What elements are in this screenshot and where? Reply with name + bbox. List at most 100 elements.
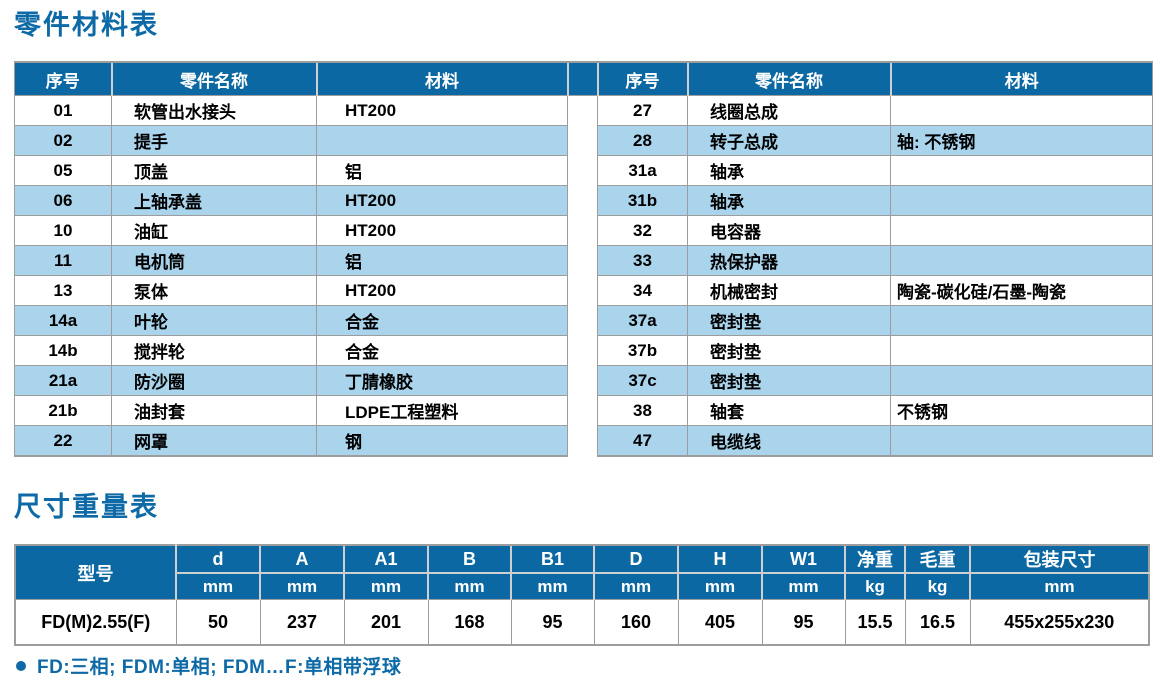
dims-column-unit: kg <box>904 572 971 600</box>
part-material-cell: 钢 <box>316 425 568 457</box>
dims-value-cell: 455x255x230 <box>969 599 1150 646</box>
part-material-cell: HT200 <box>316 215 568 246</box>
bullet-icon <box>16 660 26 671</box>
part-material-cell <box>890 245 1153 276</box>
part-no-cell: 02 <box>14 125 112 156</box>
col-header-material-right: 材料 <box>889 61 1153 96</box>
dims-column-label: 毛重 <box>904 544 971 574</box>
dims-header-units-row: mm mm mm mm mm mm mm mm kg kg mm <box>15 572 1150 600</box>
part-material-cell: 铝 <box>316 155 568 186</box>
part-name-cell: 电机筒 <box>111 245 317 276</box>
col-header-name-right: 零件名称 <box>686 61 891 96</box>
table-gap-cell <box>567 125 598 156</box>
dims-column-unit: mm <box>259 572 345 600</box>
dims-column-label: 净重 <box>844 544 906 574</box>
part-no-cell: 33 <box>597 245 688 276</box>
parts-table-row: 22 网罩钢 47 电缆线 <box>14 425 1153 457</box>
parts-table-row: 21a 防沙圈 丁腈橡胶 37c 密封垫 <box>14 365 1153 396</box>
table-gap-cell <box>567 305 598 336</box>
part-no-cell: 31a <box>597 155 688 186</box>
part-name-cell: 电容器 <box>687 215 891 246</box>
part-name-cell: 泵体 <box>111 275 317 306</box>
dims-value-cell: 16.5 <box>904 599 971 646</box>
table-gap-cell <box>567 95 598 126</box>
table-gap-cell <box>567 245 598 276</box>
table-gap-cell <box>567 185 598 216</box>
dims-column-label: d <box>175 544 261 574</box>
part-name-cell: 密封垫 <box>687 365 891 396</box>
parts-table-row: 10 油缸 HT200 32 电容器 <box>14 215 1153 246</box>
part-material-cell <box>890 335 1153 366</box>
table-gap-cell <box>567 395 598 426</box>
parts-table-row: 13 泵体 HT200 34 机械密封 陶瓷-碳化硅/石墨-陶瓷 <box>14 275 1153 306</box>
dims-value-cell: 160 <box>593 599 679 646</box>
part-material-cell: 不锈钢 <box>890 395 1153 426</box>
dims-value-cell: 95 <box>761 599 846 646</box>
part-name-cell: 网罩 <box>111 425 317 457</box>
parts-table-row: 21b 油封套 LDPE工程塑料 38 轴套 不锈钢 <box>14 395 1153 426</box>
part-name-cell: 油封套 <box>111 395 317 426</box>
parts-table-row: 01 软管出水接头 HT200 27 线圈总成 <box>14 95 1153 126</box>
part-name-cell: 转子总成 <box>687 125 891 156</box>
part-no-cell: 32 <box>597 215 688 246</box>
table-gap-cell <box>567 335 598 366</box>
dims-column-unit: mm <box>343 572 429 600</box>
part-name-cell: 叶轮 <box>111 305 317 336</box>
col-header-material-left: 材料 <box>315 61 568 96</box>
parts-table-title: 零件材料表 <box>14 10 159 40</box>
part-material-cell: HT200 <box>316 95 568 126</box>
part-no-cell: 28 <box>597 125 688 156</box>
dims-value-cell: 15.5 <box>844 599 906 646</box>
dims-data-row: FD(M)2.55(F) 50 237 201 168 95 160 405 95 15.5 16… <box>14 599 1150 646</box>
part-no-cell: 22 <box>14 425 112 457</box>
part-material-cell: LDPE工程塑料 <box>316 395 568 426</box>
part-material-cell <box>890 185 1153 216</box>
part-material-cell <box>890 215 1153 246</box>
dims-column-unit: mm <box>175 572 261 600</box>
part-no-cell: 11 <box>14 245 112 276</box>
part-no-cell: 37a <box>597 305 688 336</box>
part-name-cell: 防沙圈 <box>111 365 317 396</box>
part-no-cell: 21b <box>14 395 112 426</box>
dims-column-unit: kg <box>844 572 906 600</box>
dims-column-label: 包装尺寸 <box>969 544 1150 574</box>
part-material-cell <box>890 425 1153 457</box>
dims-value-cell: 201 <box>343 599 429 646</box>
parts-table-body: 01 软管出水接头 HT200 27 线圈总成 02 提手 28 转子总成 轴: 不锈钢 05 顶盖铝… <box>14 95 1153 457</box>
dims-header-labels-row: 型号 d A A1 B B1 D H W1 净重 毛重 包装尺寸 <box>14 544 1150 600</box>
parts-table-row: 14a 叶轮 合金 37a 密封垫 <box>14 305 1153 336</box>
part-no-cell: 10 <box>14 215 112 246</box>
part-material-cell: 铝 <box>316 245 568 276</box>
part-name-cell: 电缆线 <box>687 425 891 457</box>
part-name-cell: 上轴承盖 <box>111 185 317 216</box>
part-name-cell: 轴套 <box>687 395 891 426</box>
dims-column-unit: mm <box>761 572 846 600</box>
dims-column-unit: mm <box>510 572 595 600</box>
part-name-cell: 密封垫 <box>687 305 891 336</box>
dims-column-label: B <box>427 544 512 574</box>
table-gap-cell <box>567 155 598 186</box>
dims-column-label: H <box>677 544 763 574</box>
part-name-cell: 轴承 <box>687 155 891 186</box>
dims-value-cell: 405 <box>677 599 763 646</box>
part-name-cell: 密封垫 <box>687 335 891 366</box>
dims-column-label: A <box>259 544 345 574</box>
dims-column-unit: mm <box>427 572 512 600</box>
parts-table-row: 14b 搅拌轮 合金 37b 密封垫 <box>14 335 1153 366</box>
part-material-cell <box>890 365 1153 396</box>
dims-value-cell: 95 <box>510 599 595 646</box>
parts-table-header-row: 序号 零件名称 材料 序号 零件名称 材料 <box>14 61 1153 96</box>
part-name-cell: 油缸 <box>111 215 317 246</box>
part-no-cell: 21a <box>14 365 112 396</box>
dims-column-unit: mm <box>677 572 763 600</box>
part-material-cell: 轴: 不锈钢 <box>890 125 1153 156</box>
part-material-cell <box>890 155 1153 186</box>
part-material-cell: 丁腈橡胶 <box>316 365 568 396</box>
dims-value-cell: 237 <box>259 599 345 646</box>
part-no-cell: 37b <box>597 335 688 366</box>
col-header-no-left: 序号 <box>14 61 112 96</box>
table-gap-cell <box>567 365 598 396</box>
dims-column-label: D <box>593 544 679 574</box>
parts-table-row: 02 提手 28 转子总成 轴: 不锈钢 <box>14 125 1153 156</box>
part-name-cell: 软管出水接头 <box>111 95 317 126</box>
